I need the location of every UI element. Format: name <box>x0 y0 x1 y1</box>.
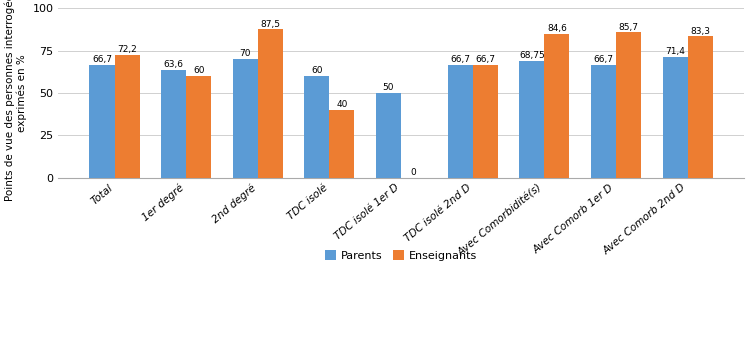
Bar <box>233 59 258 178</box>
Text: 68,75: 68,75 <box>519 51 545 60</box>
Text: 83,3: 83,3 <box>690 27 710 36</box>
Bar <box>304 76 329 178</box>
Text: 87,5: 87,5 <box>260 20 280 28</box>
Text: 50: 50 <box>383 83 394 92</box>
Text: 72,2: 72,2 <box>117 45 137 54</box>
Y-axis label: Points de vue des personnes interrogées,
exprimés en %: Points de vue des personnes interrogées,… <box>4 0 27 201</box>
Text: 71,4: 71,4 <box>665 47 685 56</box>
Bar <box>473 65 497 178</box>
Text: 63,6: 63,6 <box>164 60 183 69</box>
Text: 84,6: 84,6 <box>547 24 567 33</box>
Bar <box>90 65 114 178</box>
Text: 60: 60 <box>311 66 322 75</box>
Text: 66,7: 66,7 <box>475 55 495 64</box>
Bar <box>663 57 687 178</box>
Text: 40: 40 <box>337 100 348 109</box>
Text: 85,7: 85,7 <box>619 23 639 32</box>
Text: 66,7: 66,7 <box>92 55 112 64</box>
Legend: Parents, Enseignants: Parents, Enseignants <box>321 246 482 265</box>
Bar <box>687 37 713 178</box>
Bar <box>519 61 545 178</box>
Bar <box>114 55 140 178</box>
Bar <box>258 29 283 178</box>
Text: 66,7: 66,7 <box>593 55 613 64</box>
Text: 60: 60 <box>193 66 204 75</box>
Text: 70: 70 <box>239 49 251 58</box>
Bar <box>161 70 186 178</box>
Bar <box>616 32 641 178</box>
Bar <box>376 93 401 178</box>
Bar <box>329 110 355 178</box>
Bar <box>591 65 616 178</box>
Text: 0: 0 <box>411 168 417 177</box>
Text: 66,7: 66,7 <box>450 55 470 64</box>
Bar <box>186 76 211 178</box>
Bar <box>447 65 473 178</box>
Bar <box>545 34 569 178</box>
